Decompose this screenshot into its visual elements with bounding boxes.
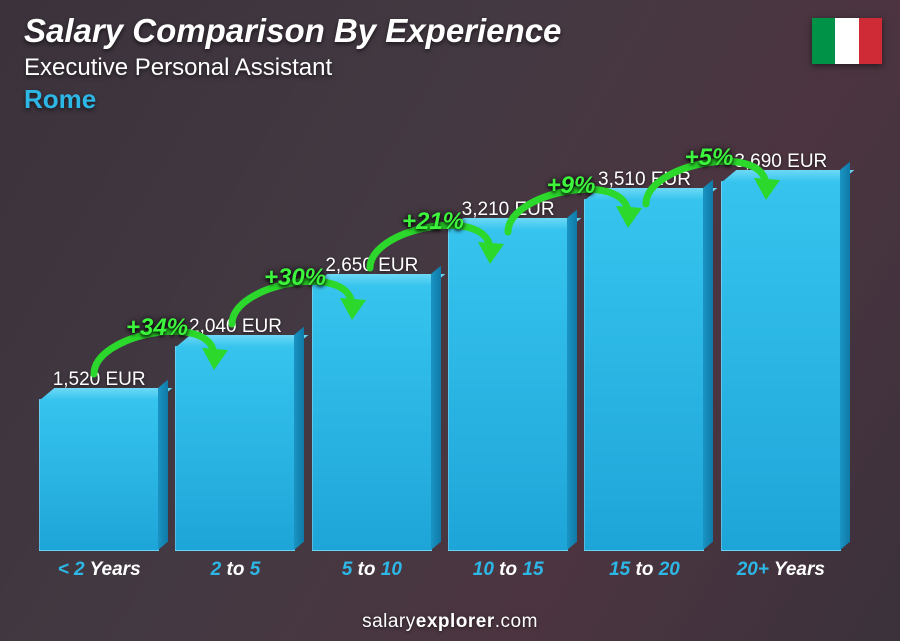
footer-attribution: salaryexplorer.com [0, 611, 900, 633]
flag-stripe-green [812, 18, 835, 64]
xaxis-label: 20+ Years [720, 559, 842, 581]
bar [175, 346, 295, 551]
bar-column: 3,210 EUR [447, 199, 569, 551]
xaxis: < 2 Years 2 to 5 5 to 10 10 to 15 15 to 20 20… [30, 559, 850, 581]
footer-suffix: .com [495, 611, 538, 632]
bar [584, 199, 704, 551]
xaxis-label: 2 to 5 [174, 559, 296, 581]
page-subtitle: Executive Personal Assistant [24, 54, 876, 82]
bars-container: 1,520 EUR2,040 EUR2,650 EUR3,210 EUR3,51… [30, 140, 850, 551]
xaxis-label: 15 to 20 [583, 559, 705, 581]
flag-stripe-red [859, 18, 882, 64]
xaxis-label: 5 to 10 [311, 559, 433, 581]
page-title: Salary Comparison By Experience [24, 12, 876, 50]
flag-stripe-white [835, 18, 858, 64]
bar [39, 399, 159, 551]
header: Salary Comparison By Experience Executiv… [24, 12, 876, 115]
bar-chart: 1,520 EUR2,040 EUR2,650 EUR3,210 EUR3,51… [30, 140, 850, 581]
footer-prefix: salary [362, 611, 416, 632]
xaxis-label: 10 to 15 [447, 559, 569, 581]
bar [721, 181, 841, 551]
bar [448, 229, 568, 551]
bar-column: 1,520 EUR [38, 369, 160, 551]
footer-bold: explorer [416, 611, 495, 632]
bar-column: 3,510 EUR [583, 169, 705, 551]
location-label: Rome [24, 84, 876, 115]
bar-column: 2,650 EUR [311, 255, 433, 551]
italy-flag-icon [812, 18, 882, 64]
bar-column: 2,040 EUR [174, 316, 296, 551]
bar-column: 3,690 EUR [720, 151, 842, 551]
xaxis-label: < 2 Years [38, 559, 160, 581]
bar [312, 285, 432, 551]
